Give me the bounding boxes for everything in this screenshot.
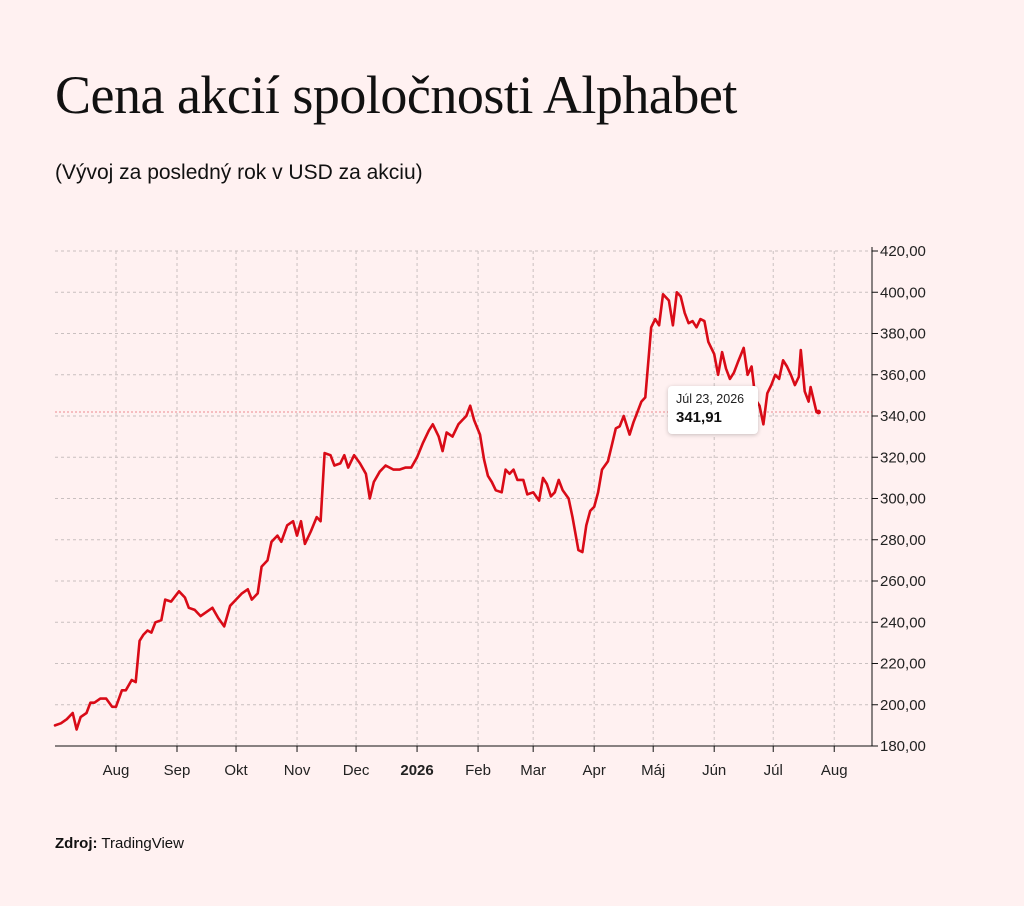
source-note: Zdroj: TradingView <box>55 834 184 854</box>
x-tick-label: Júl <box>764 762 783 779</box>
x-tick-label: Aug <box>821 762 848 779</box>
chart-title: Cena akcií spoločnosti Alphabet <box>55 65 737 125</box>
x-tick-label: Aug <box>103 762 130 779</box>
x-tick-label: Dec <box>343 762 370 779</box>
chart-subtitle: (Vývoj za posledný rok v USD za akciu) <box>55 161 423 184</box>
x-tick-label: Mar <box>520 762 546 779</box>
grid-lines <box>55 250 872 746</box>
y-tick-label: 200,00 <box>880 697 926 714</box>
x-tick-label: 2026 <box>400 762 433 779</box>
source-value: TradingView <box>101 835 184 852</box>
y-tick-label: 420,00 <box>880 243 926 260</box>
y-tick-label: 300,00 <box>880 491 926 508</box>
y-tick-label: 360,00 <box>880 367 926 384</box>
y-tick-label: 380,00 <box>880 326 926 343</box>
x-tick-label: Feb <box>465 762 491 779</box>
x-tick-label: Nov <box>284 762 311 779</box>
tooltip-value: 341,91 <box>676 409 722 426</box>
x-tick-label: Apr <box>582 762 605 779</box>
price-series-line <box>53 291 818 731</box>
y-tick-label: 400,00 <box>880 284 926 301</box>
x-tick-label: Jún <box>702 762 726 779</box>
tooltip-date: Júl 23, 2026 <box>676 392 745 406</box>
y-tick-label: 240,00 <box>880 614 926 631</box>
last-point-marker <box>816 409 821 415</box>
last-value-tooltip: Júl 23, 2026 341,91 <box>668 386 758 434</box>
y-tick-label: 260,00 <box>880 573 926 590</box>
y-tick-label: 220,00 <box>880 656 926 673</box>
x-tick-label: Sep <box>164 762 191 779</box>
y-tick-label: 340,00 <box>880 408 926 425</box>
x-tick-label: Máj <box>641 762 665 779</box>
x-tick-label: Okt <box>224 762 248 779</box>
source-label: Zdroj: <box>55 835 98 852</box>
y-tick-label: 320,00 <box>880 449 926 466</box>
axes: 420,00 400,00 380,00 360,00 340,00 320,00 300,… <box>55 243 926 779</box>
y-tick-label: 280,00 <box>880 532 926 549</box>
y-tick-label: 180,00 <box>880 738 926 755</box>
